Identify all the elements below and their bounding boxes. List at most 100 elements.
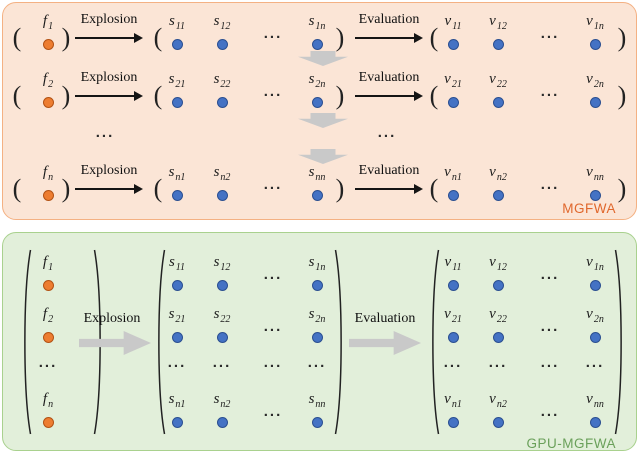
fitness-cell: vn2: [481, 163, 515, 201]
fitness-dot: [447, 96, 459, 108]
fitness-label: vn2: [489, 164, 507, 183]
big-paren: [334, 249, 342, 435]
ellipsis: ...: [95, 124, 115, 141]
evaluation-arrow: [355, 184, 423, 193]
big-paren: [614, 249, 622, 435]
spark-label: sn2: [213, 164, 231, 183]
paren: (: [429, 174, 439, 203]
fitness-label: v22: [489, 71, 507, 90]
fitness-label: v21: [444, 71, 462, 90]
explosion-label: Explosion: [80, 12, 138, 27]
big-paren: [24, 249, 32, 435]
spark-dot: [216, 416, 228, 428]
fitness-cell: v12: [481, 253, 515, 291]
fitness-dot: [589, 279, 601, 291]
fitness-label: v11: [444, 254, 462, 273]
ellipsis: ...: [540, 354, 560, 371]
down-arrow: [298, 149, 348, 164]
spark-label: s11: [168, 13, 186, 32]
explosion-arrow: [75, 91, 143, 100]
paren: ): [617, 81, 627, 110]
fitness-dot: [589, 96, 601, 108]
paren: (: [12, 23, 22, 52]
paren: (: [153, 81, 163, 110]
ellipsis: ...: [263, 83, 283, 100]
fitness-label: vnn: [586, 391, 604, 410]
fitness-dot: [492, 416, 504, 428]
spark-cell: sn1: [160, 163, 194, 201]
fitness-dot: [589, 38, 601, 50]
ellipsis: ...: [540, 176, 560, 193]
fitness-cell: v22: [481, 70, 515, 108]
fitness-dot: [589, 331, 601, 343]
spark-label: s12: [213, 13, 231, 32]
spark-label: s21: [168, 306, 186, 325]
paren: (: [153, 174, 163, 203]
ellipsis: ...: [377, 124, 397, 141]
fitness-label: vnn: [586, 164, 604, 183]
spark-dot: [171, 279, 183, 291]
paren: ): [335, 81, 345, 110]
gpu-mgfwa-tag: GPU-MGFWA: [526, 436, 616, 451]
fitness-cell: vn1: [436, 390, 470, 428]
spark-dot: [171, 38, 183, 50]
firework-cell: fn: [31, 390, 65, 428]
fitness-dot: [447, 416, 459, 428]
fitness-label: v12: [489, 254, 507, 273]
explosion-label: Explosion: [83, 311, 141, 326]
paren: ): [617, 23, 627, 52]
ellipsis: ...: [263, 354, 283, 371]
fitness-label: vn1: [444, 391, 462, 410]
spark-cell: s21: [160, 70, 194, 108]
spark-label: s22: [213, 306, 231, 325]
explosion-arrow: [75, 184, 143, 193]
evaluation-block-arrow: [349, 331, 421, 355]
fitness-label: v21: [444, 306, 462, 325]
fitness-cell: vnn: [578, 390, 612, 428]
firework-label: f1: [42, 13, 54, 32]
spark-label: snn: [308, 391, 326, 410]
explosion-label: Explosion: [80, 70, 138, 85]
ellipsis: ...: [585, 354, 605, 371]
fitness-cell: vn2: [481, 390, 515, 428]
firework-dot: [42, 331, 54, 343]
firework-label: f1: [42, 254, 54, 273]
fitness-cell: v2n: [578, 305, 612, 343]
spark-cell: snn: [300, 163, 334, 201]
evaluation-arrow: [355, 91, 423, 100]
fitness-dot: [447, 189, 459, 201]
mgfwa-panel: ( f1 ) Explosion ( s11 s12 ... s1n ) Eva…: [2, 2, 637, 220]
fitness-cell: v1n: [578, 12, 612, 50]
fitness-label: v1n: [586, 13, 604, 32]
firework-cell: fn: [31, 163, 65, 201]
ellipsis: ...: [540, 318, 560, 335]
firework-dot: [42, 189, 54, 201]
firework-label: f2: [42, 71, 54, 90]
ellipsis: ...: [540, 25, 560, 42]
ellipsis: ...: [212, 354, 232, 371]
explosion-block-arrow: [79, 331, 151, 355]
spark-label: s1n: [308, 13, 326, 32]
big-paren: [432, 249, 440, 435]
gpu-mgfwa-panel: f1 f2 ... fn Explosion s11 s12 ...: [2, 232, 637, 451]
big-paren: [158, 249, 166, 435]
spark-dot: [216, 189, 228, 201]
spark-dot: [311, 416, 323, 428]
spark-dot: [311, 38, 323, 50]
explosion-arrow: [75, 33, 143, 42]
fitness-dot: [447, 38, 459, 50]
spark-dot: [171, 416, 183, 428]
ellipsis: ...: [263, 266, 283, 283]
paren: ): [335, 174, 345, 203]
spark-label: sn1: [168, 164, 186, 183]
spark-cell: s1n: [300, 12, 334, 50]
spark-label: s21: [168, 71, 186, 90]
ellipsis: ...: [38, 354, 58, 371]
ellipsis: ...: [263, 318, 283, 335]
paren: (: [153, 23, 163, 52]
fitness-label: v22: [489, 306, 507, 325]
spark-dot: [216, 38, 228, 50]
paren: ): [335, 23, 345, 52]
fitness-dot: [492, 189, 504, 201]
